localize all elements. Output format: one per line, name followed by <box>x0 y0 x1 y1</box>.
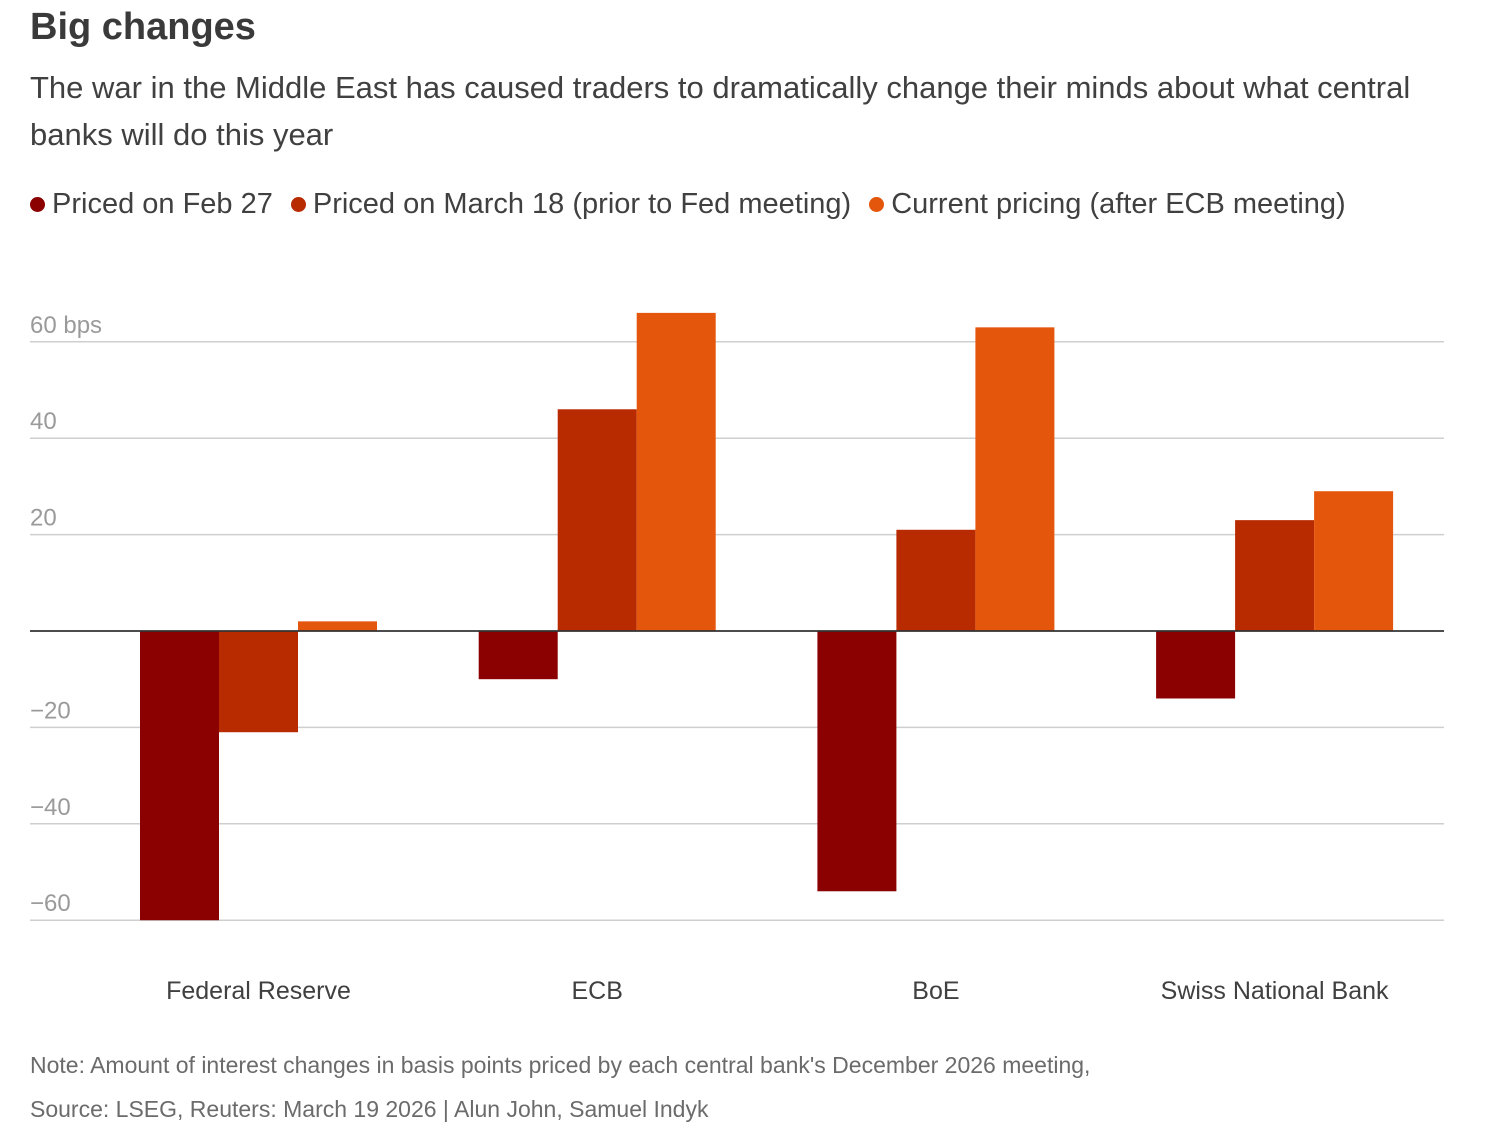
legend-label: Priced on Feb 27 <box>52 187 273 220</box>
bar <box>896 529 976 631</box>
y-tick-label: −40 <box>30 794 71 821</box>
bar <box>975 327 1055 631</box>
bar <box>1156 631 1236 699</box>
bar <box>140 631 219 921</box>
bar-chart: 60 bps 40 20 −20 −40 −60 Federal Reserve ECB BoE… <box>30 312 1444 1005</box>
bar <box>1314 491 1394 631</box>
y-tick-label: 60 bps <box>30 312 102 339</box>
y-tick-label: −20 <box>30 697 71 724</box>
chart-subtitle: The war in the Middle East has caused tr… <box>30 70 1411 152</box>
legend-dot-icon <box>290 196 306 212</box>
bar <box>298 621 377 631</box>
bar <box>219 631 298 733</box>
legend-dot-icon <box>869 196 885 212</box>
legend-label: Current pricing (after ECB meeting) <box>891 187 1346 220</box>
legend-dot-icon <box>30 196 45 212</box>
bar <box>636 312 716 631</box>
chart-source: Source: LSEG, Reuters: March 19 2026 | A… <box>30 1096 709 1122</box>
x-category-label: BoE <box>912 977 959 1005</box>
y-tick-label: −60 <box>30 890 71 917</box>
legend-item-feb27: Priced on Feb 27 <box>30 188 273 221</box>
bar <box>557 409 637 631</box>
x-category-label: Federal Reserve <box>166 977 351 1005</box>
legend: Priced on Feb 27 Priced on March 18 (pri… <box>30 184 1364 224</box>
bar <box>478 631 558 680</box>
bar <box>1235 520 1315 631</box>
x-category-label: ECB <box>571 977 622 1005</box>
legend-item-current: Current pricing (after ECB meeting) <box>869 188 1346 221</box>
chart-note: Note: Amount of interest changes in basi… <box>30 1052 1091 1078</box>
legend-item-march18: Priced on March 18 (prior to Fed meeting… <box>290 187 852 221</box>
y-tick-label: 20 <box>30 505 57 532</box>
chart-title: Big changes <box>30 6 256 48</box>
y-tick-label: 40 <box>30 408 57 435</box>
x-category-label: Swiss National Bank <box>1161 977 1389 1005</box>
legend-label: Priced on March 18 (prior to Fed meeting… <box>312 187 852 220</box>
bar <box>817 631 897 892</box>
